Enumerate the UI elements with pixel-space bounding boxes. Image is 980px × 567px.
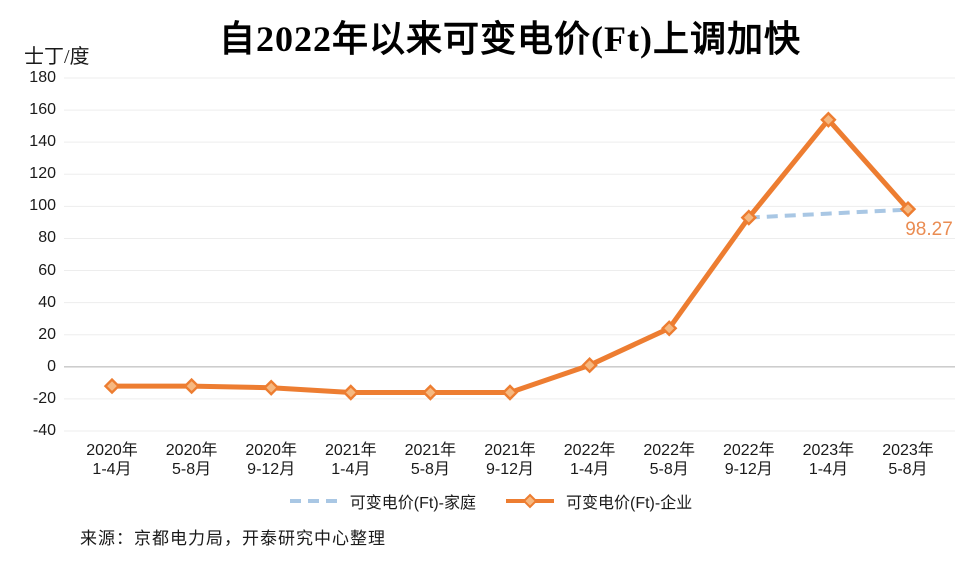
y-tick-label: 0	[47, 357, 56, 375]
x-tick-label: 2021年 5-8月	[404, 442, 457, 478]
data-point-marker	[342, 384, 359, 401]
data-point-marker	[820, 111, 837, 128]
chart-title: 自2022年以来可变电价(Ft)上调加快	[219, 19, 801, 59]
legend-item-enterprise: 可变电价(Ft)-企业	[504, 489, 692, 513]
x-tick-label: 2020年 1-4月	[86, 442, 138, 478]
line-diamond-swatch-icon	[506, 493, 554, 509]
data-point-marker	[103, 377, 121, 395]
legend: 可变电价(Ft)-家庭 可变电价(Ft)-企业	[0, 489, 980, 513]
x-tick-label: 2023年 5-8月	[882, 442, 934, 478]
y-tick-label: 160	[29, 101, 56, 119]
y-tick-label: 140	[29, 133, 56, 151]
y-tick-label: -40	[32, 422, 56, 439]
y-axis-unit-label: 士丁/度	[24, 46, 90, 68]
series-line-household	[748, 207, 909, 220]
data-point-marker	[661, 320, 678, 337]
source-note: 来源：京都电力局，开泰研究中心整理	[80, 529, 386, 548]
x-tick-label: 2020年 5-8月	[165, 442, 218, 478]
series-markers-enterprise	[103, 111, 917, 401]
dashed-line-swatch-icon	[289, 499, 338, 503]
y-tick-label: 60	[38, 261, 56, 279]
data-point-marker	[183, 377, 200, 395]
data-point-marker	[740, 209, 757, 226]
x-tick-label: 2021年 9-12月	[484, 442, 536, 478]
x-tick-label: 2022年 1-4月	[563, 442, 616, 478]
y-tick-label: 80	[38, 229, 56, 247]
y-tick-label: 120	[29, 165, 56, 183]
x-tick-label: 2022年 5-8月	[643, 442, 695, 478]
gridlines	[64, 77, 955, 432]
y-tick-label: 180	[29, 69, 56, 86]
data-point-marker	[422, 384, 439, 401]
y-tick-label: 20	[38, 325, 56, 343]
data-point-marker	[501, 384, 519, 401]
data-point-marker	[263, 379, 280, 396]
y-tick-label: 40	[38, 293, 56, 311]
legend-label-enterprise: 可变电价(Ft)-企业	[566, 495, 693, 512]
last-value-label: 98.27	[905, 219, 953, 240]
y-tick-label: 100	[29, 197, 56, 215]
x-tick-label: 2021年 1-4月	[324, 442, 377, 478]
x-tick-label: 2022年 9-12月	[722, 442, 775, 478]
legend-item-household: 可变电价(Ft)-家庭	[288, 489, 476, 513]
x-tick-label: 2020年 9-12月	[245, 442, 297, 478]
data-point-marker	[581, 357, 598, 374]
y-tick-label: -20	[32, 389, 56, 407]
legend-label-household: 可变电价(Ft)-家庭	[349, 495, 476, 512]
series-line-enterprise	[109, 117, 911, 395]
x-tick-label: 2023年 1-4月	[802, 442, 855, 478]
data-point-marker	[899, 200, 917, 218]
